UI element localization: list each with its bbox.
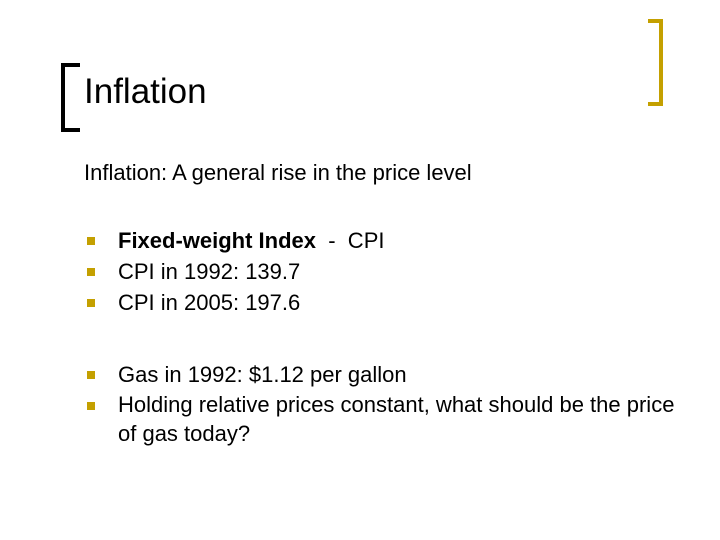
bullet-text: - CPI [316, 228, 385, 253]
slide-title: Inflation [84, 72, 207, 111]
bullet: CPI in 1992: 139.7 [84, 256, 678, 287]
bullet-square [87, 402, 95, 410]
definition: Inflation: A general rise in the price l… [84, 160, 472, 185]
bullet-text: Holding relative prices constant, what s… [118, 392, 681, 446]
bullet: Fixed-weight Index - CPI [84, 225, 678, 256]
bullet-text: CPI in 2005: 197.6 [118, 290, 301, 315]
bullet: CPI in 2005: 197.6 [84, 287, 678, 318]
left-bracket [61, 63, 80, 132]
bullet: Gas in 1992: $1.12 per gallon [84, 359, 678, 390]
bullet-group: Fixed-weight Index - CPI CPI in 1992: 13… [84, 225, 684, 318]
bullet-square [87, 237, 95, 245]
bullet-text: CPI in 1992: 139.7 [118, 259, 301, 284]
bullet-square [87, 299, 95, 307]
bullet-square [87, 371, 95, 379]
right-bracket [648, 19, 663, 106]
bullet-group: Gas in 1992: $1.12 per gallon Holding re… [84, 359, 684, 448]
bullet-bold: Fixed-weight Index [118, 228, 317, 253]
bullet: Holding relative prices constant, what s… [84, 390, 678, 448]
bullet-text: Gas in 1992: $1.12 per gallon [118, 362, 407, 387]
bullet-square [87, 268, 95, 276]
